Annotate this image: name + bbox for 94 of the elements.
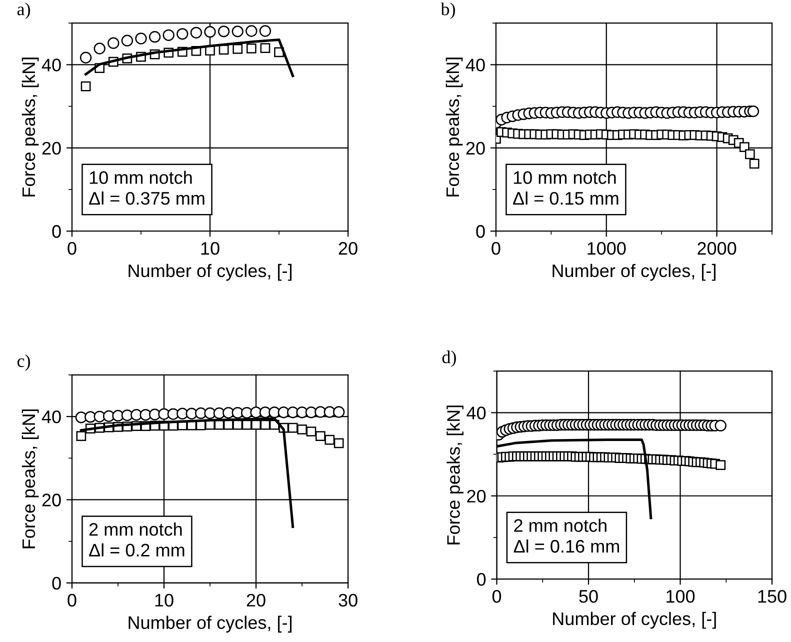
point	[333, 406, 345, 418]
annotation: 10 mm notch	[514, 170, 616, 184]
annotation: 2 mm notch	[89, 522, 182, 536]
y-tick-label: 40	[466, 406, 486, 420]
point	[94, 42, 106, 54]
x-axis-title: Number of cycles, [-]	[553, 612, 716, 629]
y-tick-label: 0	[52, 576, 61, 590]
point	[94, 410, 106, 422]
x-tick-label: 30	[338, 594, 358, 607]
point	[158, 408, 170, 420]
point	[314, 406, 326, 418]
annotation: Δl = 0.375 mm	[89, 191, 204, 205]
x-tick-label: 1000	[588, 242, 626, 255]
y-tick-label: 20	[466, 142, 485, 155]
point	[135, 32, 147, 44]
annotation: Δl = 0.16 mm	[514, 539, 619, 553]
point	[130, 409, 142, 421]
point	[213, 407, 226, 420]
x-tick-label: 100	[666, 590, 695, 603]
point	[176, 28, 188, 40]
x-axis-title: Number of cycles, [-]	[552, 264, 716, 281]
point	[176, 408, 188, 420]
y-tick-label: 40	[466, 58, 485, 72]
annotation: 2 mm notch	[514, 518, 606, 532]
point	[745, 149, 755, 160]
point	[288, 422, 298, 433]
y-axis-title: Force peaks, [kN]	[446, 406, 464, 544]
x-tick-label: 10	[155, 594, 174, 607]
point	[297, 424, 307, 434]
annotation: Δl = 0.2 mm	[89, 543, 184, 557]
point	[80, 52, 92, 64]
point	[747, 105, 760, 118]
point	[296, 406, 308, 418]
chart-title: b)	[440, 2, 455, 19]
annotation: Δl = 0.15 mm	[513, 191, 618, 205]
point	[334, 438, 344, 448]
point	[306, 426, 316, 436]
point	[84, 411, 96, 423]
y-tick-label: 20	[42, 494, 61, 506]
x-tick-label: 20	[338, 242, 358, 255]
point	[324, 434, 335, 445]
point	[260, 420, 270, 430]
point	[218, 26, 230, 38]
annotation: 10 mm notch	[90, 170, 192, 184]
y-tick-label: 0	[476, 225, 485, 238]
x-tick-label: 20	[246, 594, 266, 607]
point	[305, 406, 318, 418]
point	[316, 431, 326, 442]
point	[232, 420, 243, 430]
chart-title: d)	[442, 350, 456, 367]
point	[75, 412, 88, 424]
x-tick-label: 0	[492, 242, 500, 255]
point	[232, 44, 243, 54]
point	[190, 26, 202, 39]
point	[108, 37, 120, 49]
point	[148, 31, 161, 43]
x-axis-title: Number of cycles, [-]	[128, 264, 292, 281]
y-tick-label: 20	[42, 142, 61, 155]
point	[76, 431, 86, 442]
point	[286, 406, 299, 418]
point	[251, 420, 261, 430]
x-axis-title: Number of cycles, [-]	[128, 616, 292, 633]
y-axis-title: Force peaks, [kN]	[446, 58, 463, 196]
x-tick-label: 150	[758, 590, 786, 603]
chart-title: c)	[17, 354, 30, 371]
point	[749, 158, 760, 169]
point	[246, 25, 258, 37]
y-axis-title: Force peaks, [kN]	[22, 58, 39, 196]
point	[204, 26, 216, 38]
point	[260, 43, 270, 54]
y-axis-title: Force peaks, [kN]	[22, 409, 39, 548]
x-tick-label: 0	[68, 242, 76, 255]
x-tick-label: 2000	[698, 242, 736, 255]
point	[194, 407, 207, 420]
point	[246, 44, 256, 54]
x-tick-label: 10	[201, 242, 220, 255]
y-tick-label: 0	[476, 573, 486, 586]
y-tick-label: 40	[42, 58, 61, 72]
point	[162, 29, 174, 42]
y-tick-label: 0	[52, 225, 61, 238]
point	[259, 25, 272, 37]
chart-title: a)	[17, 2, 30, 19]
point	[222, 406, 234, 419]
x-tick-label: 50	[579, 590, 598, 603]
x-tick-label: 0	[68, 594, 76, 607]
point	[80, 81, 91, 92]
point	[250, 406, 262, 418]
y-tick-label: 40	[42, 410, 61, 424]
point	[121, 409, 134, 422]
point	[232, 26, 244, 38]
y-tick-label: 20	[467, 490, 486, 503]
x-tick-label: 0	[492, 590, 502, 603]
point	[324, 406, 336, 418]
point	[121, 34, 134, 46]
